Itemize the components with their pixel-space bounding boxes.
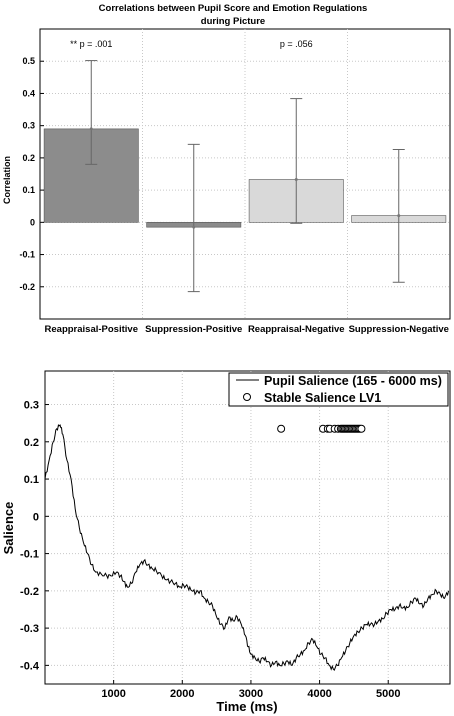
bar-value-point bbox=[192, 225, 196, 229]
chart1-y-tick-label: 0.1 bbox=[22, 185, 35, 195]
chart1-error-bars bbox=[85, 60, 405, 293]
legend-box bbox=[228, 372, 449, 407]
bar-chart: Correlations between Pupil Score and Emo… bbox=[2, 3, 451, 335]
bar-value-point bbox=[397, 214, 401, 218]
chart1-y-tick-label: 0.5 bbox=[22, 56, 35, 66]
chart2-y-tick-label: 0.2 bbox=[24, 437, 39, 449]
chart1-y-tick-label: 0.4 bbox=[22, 88, 35, 98]
chart2-x-tick-label: 5000 bbox=[376, 688, 400, 700]
chart1-annotations: ** p = .001 p = .056 bbox=[70, 39, 313, 49]
stable-salience-marker bbox=[277, 424, 286, 433]
chart2-grid bbox=[45, 371, 450, 684]
chart2-y-ticks: -0.4 -0.3 -0.2 -0.1 0 0.1 0.2 0.3 bbox=[20, 400, 49, 672]
line-chart: -0.4 -0.3 -0.2 -0.1 0 0.1 0.2 0.3 1000 2000 3000 4… bbox=[1, 370, 451, 714]
chart2-x-tick-label: 3000 bbox=[239, 688, 263, 700]
chart1-annotation: ** p = .001 bbox=[70, 39, 112, 49]
chart1-grid bbox=[40, 29, 450, 319]
chart2-legend: Pupil Salience (165 - 6000 ms) Stable Sa… bbox=[228, 372, 449, 407]
chart1-y-tick-label: 0 bbox=[30, 217, 35, 227]
chart2-y-tick-label: 0 bbox=[33, 511, 39, 523]
chart2-y-tick-label: -0.2 bbox=[20, 586, 39, 598]
chart2-y-tick-label: 0.3 bbox=[24, 400, 39, 412]
chart1-title-line1: Correlations between Pupil Score and Emo… bbox=[99, 3, 368, 14]
bar-value-point bbox=[294, 177, 298, 181]
chart2-y-axis-label: Salience bbox=[1, 502, 16, 555]
chart2-x-tick-label: 2000 bbox=[170, 688, 194, 700]
stable-salience-markers bbox=[277, 424, 366, 433]
chart1-category-label: Suppression-Negative bbox=[349, 324, 449, 335]
chart2-x-axis-label: Time (ms) bbox=[216, 699, 277, 714]
chart2-y-tick-label: -0.3 bbox=[20, 623, 39, 635]
chart1-title-line2: during Picture bbox=[201, 16, 265, 27]
legend-circle-swatch bbox=[243, 393, 251, 401]
chart2-x-tick-label: 1000 bbox=[101, 688, 125, 700]
chart1-category-label: Reappraisal-Positive bbox=[45, 324, 138, 335]
chart2-x-tick-label: 4000 bbox=[307, 688, 331, 700]
chart1-category-label: Suppression-Positive bbox=[145, 324, 242, 335]
chart2-y-tick-label: -0.4 bbox=[20, 660, 40, 672]
chart2-plot-area bbox=[44, 370, 451, 685]
pupil-salience-line bbox=[44, 424, 450, 671]
chart2-y-tick-label: 0.1 bbox=[24, 474, 39, 486]
chart2-x-ticks: 1000 2000 3000 4000 5000 bbox=[101, 680, 400, 700]
chart1-y-axis-label: Correlation bbox=[2, 156, 12, 204]
chart1-y-tick-label: -0.1 bbox=[19, 250, 35, 260]
chart1-y-tick-label: 0.3 bbox=[22, 121, 35, 131]
bar-value-point bbox=[89, 127, 93, 131]
chart1-y-tick-label: -0.2 bbox=[19, 282, 35, 292]
legend-label-pupil-salience: Pupil Salience (165 - 6000 ms) bbox=[264, 374, 442, 388]
legend-label-stable-salience: Stable Salience LV1 bbox=[264, 391, 381, 405]
chart1-category-labels: Reappraisal-Positive Suppression-Positive… bbox=[45, 324, 449, 335]
chart1-category-label: Reappraisal-Negative bbox=[248, 324, 345, 335]
chart1-y-ticks: -0.2 -0.1 0 0.1 0.2 0.3 0.4 0.5 bbox=[19, 56, 44, 292]
stable-salience-marker bbox=[357, 424, 366, 433]
chart1-annotation: p = .056 bbox=[280, 39, 313, 49]
chart1-y-tick-label: 0.2 bbox=[22, 153, 35, 163]
chart2-y-tick-label: -0.1 bbox=[20, 549, 39, 561]
